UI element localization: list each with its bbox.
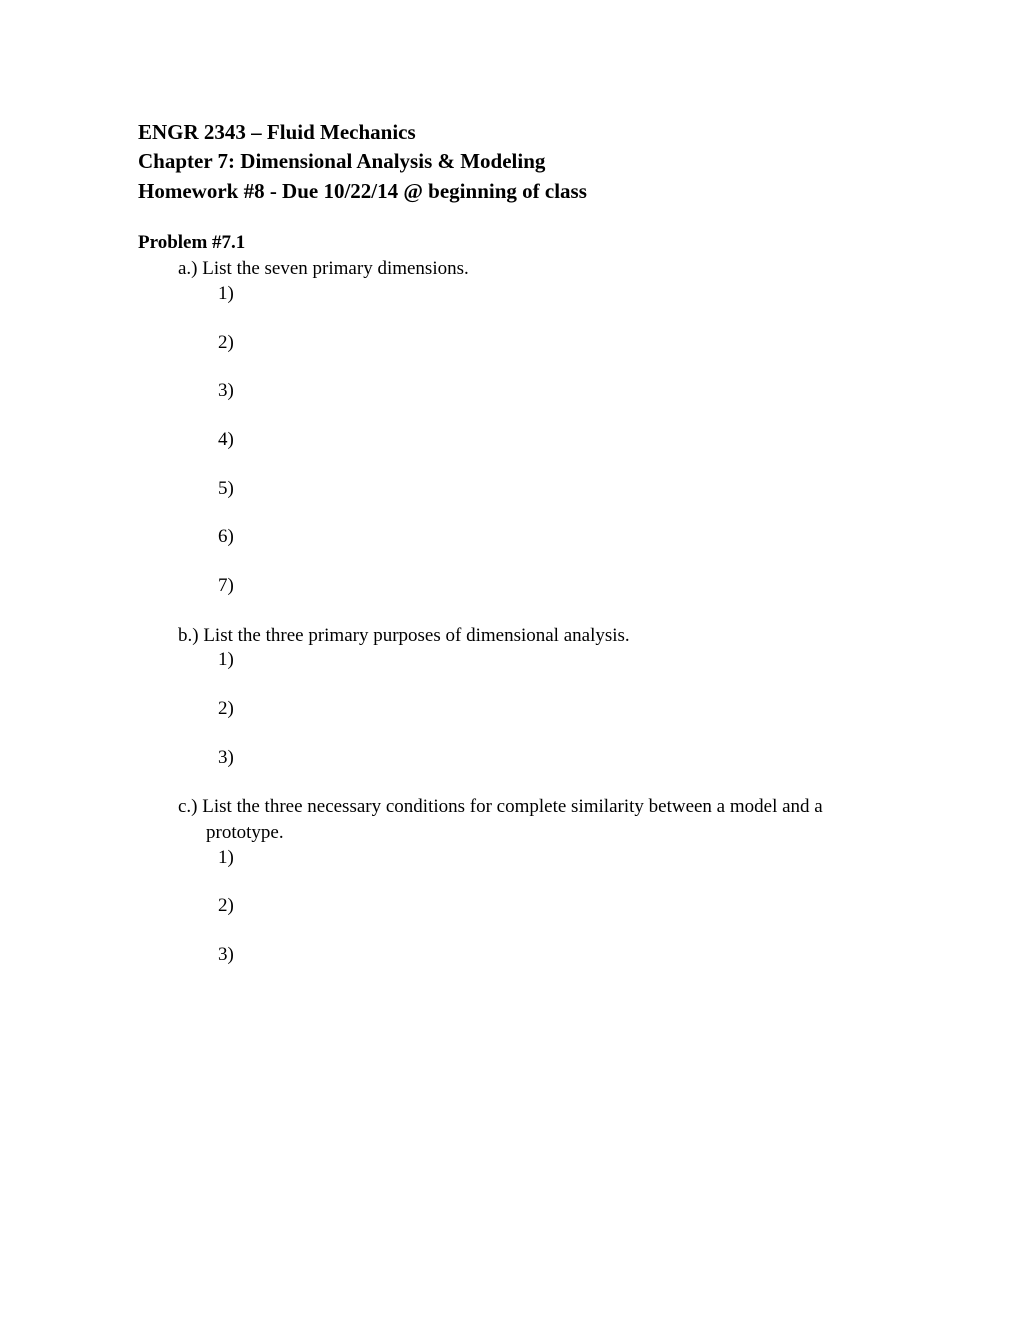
header-line-3: Homework #8 - Due 10/22/14 @ beginning o… [138, 177, 882, 206]
part-b-question: List the three primary purposes of dimen… [203, 625, 629, 646]
list-item: 3) [218, 746, 882, 771]
list-item: 4) [218, 428, 882, 453]
part-c-text: c.) List the three necessary conditions … [178, 794, 882, 845]
part-c-question: List the three necessary conditions for … [202, 796, 822, 843]
list-item: 3) [218, 379, 882, 404]
part-c-list: 1) 2) 3) [218, 846, 882, 968]
part-a-label: a.) [178, 258, 198, 279]
header-line-1: ENGR 2343 – Fluid Mechanics [138, 118, 882, 147]
problem-part-a: a.) List the seven primary dimensions. 1… [178, 256, 882, 598]
problem-part-c: c.) List the three necessary conditions … [178, 794, 882, 967]
list-item: 1) [218, 282, 882, 307]
part-a-list: 1) 2) 3) 4) 5) 6) 7) [218, 282, 882, 599]
part-a-text: a.) List the seven primary dimensions. [178, 256, 882, 282]
part-b-list: 1) 2) 3) [218, 648, 882, 770]
list-item: 6) [218, 525, 882, 550]
part-b-label: b.) [178, 625, 199, 646]
list-item: 1) [218, 846, 882, 871]
list-item: 2) [218, 331, 882, 356]
list-item: 7) [218, 574, 882, 599]
list-item: 5) [218, 477, 882, 502]
list-item: 1) [218, 648, 882, 673]
problem-title: Problem #7.1 [138, 232, 882, 254]
problem-part-b: b.) List the three primary purposes of d… [178, 623, 882, 771]
part-b-text: b.) List the three primary purposes of d… [178, 623, 882, 649]
list-item: 2) [218, 697, 882, 722]
list-item: 3) [218, 943, 882, 968]
list-item: 2) [218, 894, 882, 919]
document-header: ENGR 2343 – Fluid Mechanics Chapter 7: D… [138, 118, 882, 206]
part-c-label: c.) [178, 796, 198, 817]
part-a-question: List the seven primary dimensions. [202, 258, 468, 279]
header-line-2: Chapter 7: Dimensional Analysis & Modeli… [138, 147, 882, 176]
